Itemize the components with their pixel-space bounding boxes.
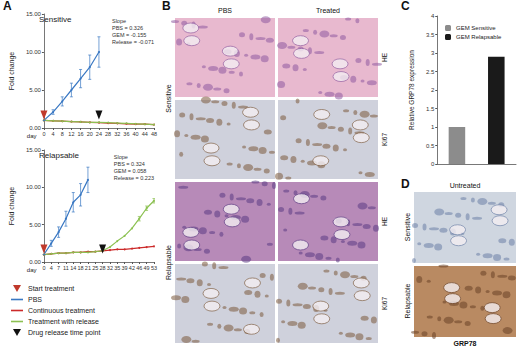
svg-text:12: 12 [68,131,74,137]
svg-text:35: 35 [114,265,120,271]
svg-text:GEM Relapsable: GEM Relapsable [456,34,502,40]
html-text:Continuous treatment: Continuous treatment [28,307,95,314]
html-text:Treatment with release: Treatment with release [28,318,99,325]
svg-text:11: 11 [63,265,69,271]
svg-text:HE: HE [381,216,388,226]
svg-text:GRP78: GRP78 [454,340,477,347]
svg-text:0: 0 [431,161,435,167]
svg-text:36: 36 [123,131,129,137]
svg-text:3.5: 3.5 [426,32,435,38]
svg-text:28: 28 [100,265,106,271]
svg-text:HE: HE [381,52,388,62]
svg-text:4: 4 [50,265,53,271]
svg-text:10.00: 10.00 [26,184,42,190]
svg-text:48: 48 [151,131,157,137]
svg-text:Fold change: Fold change [8,52,16,91]
svg-text:3: 3 [431,50,435,56]
svg-text:2: 2 [431,87,435,93]
svg-text:PBS = 0.324: PBS = 0.324 [114,161,145,167]
svg-text:day: day [27,267,37,273]
svg-text:Relapsable: Relapsable [39,151,80,160]
svg-text:40: 40 [133,131,139,137]
svg-text:C: C [401,0,410,13]
svg-text:32: 32 [114,131,120,137]
svg-text:7: 7 [57,265,60,271]
svg-text:46: 46 [136,265,142,271]
svg-text:A: A [3,0,12,13]
svg-text:D: D [401,177,410,191]
svg-text:20: 20 [87,131,93,137]
svg-text:14: 14 [70,265,76,271]
svg-text:GEM Sensitive: GEM Sensitive [456,25,496,31]
svg-text:24: 24 [96,131,102,137]
svg-text:Treated: Treated [316,7,340,14]
svg-text:Relapsable: Relapsable [404,283,412,318]
svg-text:Ki67: Ki67 [381,133,388,146]
svg-text:32: 32 [107,265,113,271]
svg-text:2.5: 2.5 [426,69,435,75]
svg-text:Sensitive: Sensitive [39,15,72,24]
svg-text:Relapsable: Relapsable [165,245,173,280]
html-text:PBS: PBS [28,296,42,303]
svg-text:53: 53 [151,265,157,271]
svg-text:44: 44 [142,131,148,137]
svg-text:28: 28 [105,131,111,137]
svg-text:8: 8 [61,131,64,137]
svg-text:GEM = 0.058: GEM = 0.058 [114,168,147,174]
svg-text:25: 25 [92,265,98,271]
svg-text:B: B [162,0,171,13]
svg-text:0.5: 0.5 [426,143,435,149]
svg-text:4: 4 [52,131,55,137]
svg-text:Sensitive: Sensitive [165,84,172,113]
svg-text:Slope: Slope [112,18,126,24]
svg-text:PBS = 0.326: PBS = 0.326 [112,25,143,31]
svg-text:0: 0 [42,265,45,271]
html-text:Drug release time point: Drug release time point [28,329,101,336]
svg-text:Untreated: Untreated [450,182,481,189]
svg-text:18: 18 [78,265,84,271]
svg-text:Ki67: Ki67 [381,297,388,310]
svg-text:15.00: 15.00 [25,11,41,17]
svg-text:0.00: 0.00 [29,259,41,265]
svg-text:42: 42 [129,265,135,271]
svg-text:39: 39 [122,265,128,271]
svg-text:GEM = -0.155: GEM = -0.155 [112,32,146,38]
svg-text:5.00: 5.00 [29,87,41,93]
svg-text:0.00: 0.00 [29,125,41,131]
svg-text:49: 49 [144,265,150,271]
svg-text:5.00: 5.00 [29,222,41,228]
svg-text:1: 1 [431,124,435,130]
svg-text:10.00: 10.00 [26,49,42,55]
svg-text:15.00: 15.00 [25,147,41,153]
svg-text:day: day [27,133,37,139]
svg-text:Slope: Slope [114,154,128,160]
svg-text:4: 4 [431,13,435,19]
svg-text:Release = 0.223: Release = 0.223 [114,175,154,181]
svg-text:16: 16 [78,131,84,137]
svg-text:Relative GRP78 expression: Relative GRP78 expression [408,50,416,130]
svg-text:Fold change: Fold change [8,187,16,226]
svg-text:PBS: PBS [218,7,232,14]
svg-text:0: 0 [42,131,45,137]
svg-text:Release = -0.071: Release = -0.071 [112,39,154,45]
svg-text:21: 21 [85,265,91,271]
svg-text:1.5: 1.5 [426,106,435,112]
svg-text:Sensitive: Sensitive [404,213,411,242]
html-text:Start treatment: Start treatment [28,285,75,292]
